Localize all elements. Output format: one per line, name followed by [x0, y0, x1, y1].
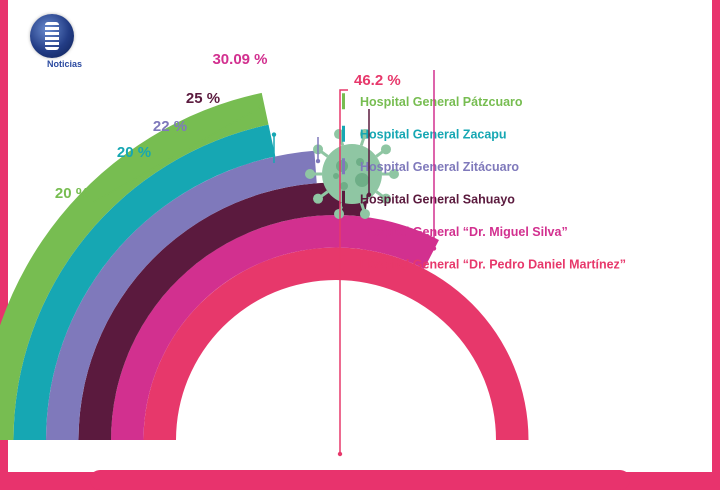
legend-label: Hospital General “Dr. Pedro Daniel Martí…: [360, 257, 626, 271]
virus-spot: [356, 158, 364, 166]
virus-spike-tip: [359, 208, 370, 219]
virus-spike-tip: [380, 193, 391, 204]
logo-text: Noticias: [46, 59, 82, 69]
chart-arcs: [0, 92, 529, 440]
legend-label: Hospital General Pátzcuaro: [360, 95, 523, 109]
legend-marker: [342, 93, 345, 110]
logo-stripes-icon: [45, 22, 59, 50]
leader-dot: [366, 192, 372, 197]
virus-spike-tip: [305, 169, 315, 179]
leader-dot: [271, 132, 277, 137]
leader-dot: [315, 158, 321, 164]
legend-marker: [342, 158, 345, 175]
leader-dot: [337, 451, 343, 457]
legend-marker: [342, 190, 345, 207]
bottom-banner: [90, 470, 630, 490]
arc-bar-6: [0, 92, 269, 440]
virus-body: [322, 144, 382, 204]
virus-spike-tip: [380, 144, 391, 155]
value-label: 20 %: [55, 185, 89, 202]
arc-bar-1: [143, 247, 529, 440]
virus-spike-tip: [389, 169, 399, 179]
virus-spike-tip: [313, 193, 324, 204]
value-label: 25 %: [186, 90, 220, 107]
chart-legend: Hospital General “Dr. Pedro Daniel Martí…: [342, 93, 626, 272]
virus-spike-tip: [334, 208, 345, 219]
noticias-logo: Noticias: [26, 14, 82, 74]
percentage-labels: 46.2 %30.09 %25 %22 %20 %20 %: [55, 51, 437, 457]
legend-label: Hospital General “Dr. Miguel Silva”: [360, 225, 568, 239]
leader-dot: [258, 104, 264, 109]
leader-dot: [431, 246, 437, 251]
legend-marker: [342, 223, 345, 240]
value-label: 20 %: [117, 144, 151, 161]
legend-label: Hospital General Zitácuaro: [360, 160, 519, 174]
value-label: 30.09 %: [212, 51, 267, 68]
value-label: 46.2 %: [354, 72, 401, 89]
virus-spot: [340, 182, 348, 190]
arc-bar-4: [46, 150, 317, 440]
legend-label: Hospital General Sahuayo: [360, 192, 515, 206]
legend-marker: [342, 125, 345, 142]
radial-bar-chart: Hospital General “Dr. Pedro Daniel Martí…: [0, 51, 626, 457]
arc-bar-5: [13, 124, 276, 440]
virus-spike-tip: [334, 129, 345, 140]
arc-bar-2: [111, 214, 439, 440]
virus-spot: [355, 173, 369, 187]
virus-spike-tip: [359, 129, 370, 140]
leader-line: [93, 106, 262, 203]
value-label: 22 %: [153, 118, 187, 135]
virus-spot: [333, 173, 339, 179]
legend-marker: [342, 255, 345, 272]
leader-line: [339, 89, 348, 454]
